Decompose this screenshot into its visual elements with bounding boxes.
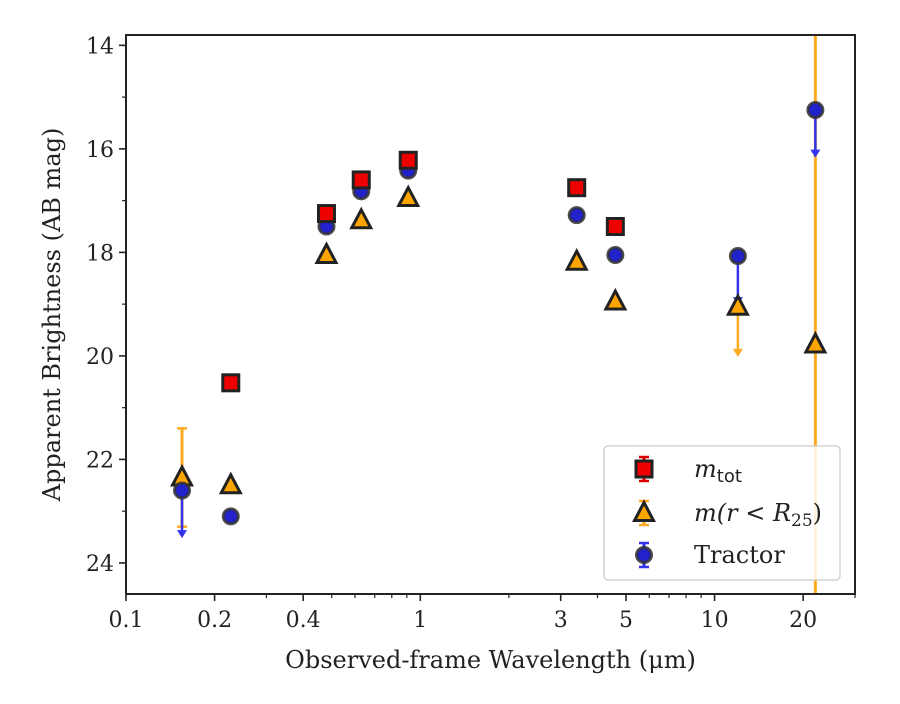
plot-area: [170, 35, 828, 594]
x-tick-label: 20: [789, 608, 817, 633]
legend-marker-aperture: [632, 499, 656, 522]
y-tick-label: 20: [86, 345, 114, 370]
mtot-point: [398, 150, 418, 170]
y-tick-label: 22: [86, 448, 114, 473]
legend-box: [603, 445, 841, 581]
aperture-point: [314, 241, 339, 264]
legend-entry-mtot: mtot: [634, 455, 742, 487]
aperture-point: [725, 293, 750, 316]
x-tick-label: 10: [701, 608, 729, 633]
aperture-point: [603, 287, 628, 311]
legend-label-aperture: m(r < R25): [694, 499, 822, 531]
tractor-point: [567, 206, 586, 225]
y-tick-label: 24: [86, 552, 114, 577]
aperture-point: [349, 206, 374, 230]
x-tick-label: 0.4: [286, 608, 321, 633]
legend-marker-mtot: [634, 459, 654, 479]
legend-entry-aperture: m(r < R25): [632, 499, 822, 531]
legend-entry-tractor: Tractor: [635, 541, 785, 569]
mtot-point: [316, 204, 336, 224]
x-tick-label: 5: [619, 608, 633, 633]
y-tick-label: 18: [86, 241, 114, 266]
mtot-point: [221, 373, 241, 393]
y-tick-label: 14: [86, 34, 114, 59]
x-tick-label: 0.1: [109, 608, 144, 633]
aperture-point: [803, 330, 828, 354]
y-tick-label: 16: [86, 138, 114, 163]
tractor-point: [728, 247, 747, 266]
tractor-point: [173, 481, 192, 500]
x-tick-label: 0.2: [197, 608, 232, 633]
legend: mtot m(r < R25) Tractor: [603, 445, 841, 581]
axis-layer: 0.1 0.2 0.4 1 3 5 10 20 14 16 18 20 22 24: [86, 34, 856, 633]
tractor-point: [606, 245, 625, 264]
aperture-point: [218, 471, 243, 495]
legend-label-mtot: mtot: [694, 455, 742, 487]
x-tick-label: 3: [554, 608, 568, 633]
mtot-point: [567, 178, 587, 198]
mtot-point: [351, 170, 371, 190]
x-axis-label: Observed-frame Wavelength (μm): [285, 646, 696, 674]
plot-layer: [170, 35, 828, 594]
legend-marker-tractor: [635, 546, 653, 564]
tractor-point: [221, 507, 240, 526]
x-tick-label: 1: [413, 608, 427, 633]
legend-label-tractor: Tractor: [694, 541, 785, 569]
mtot-point: [605, 217, 625, 237]
aperture-point: [564, 247, 589, 271]
tractor-point: [806, 101, 825, 120]
aperture-point: [396, 184, 421, 208]
y-axis-label: Apparent Brightness (AB mag): [38, 128, 66, 503]
plot-frame: [125, 34, 856, 595]
